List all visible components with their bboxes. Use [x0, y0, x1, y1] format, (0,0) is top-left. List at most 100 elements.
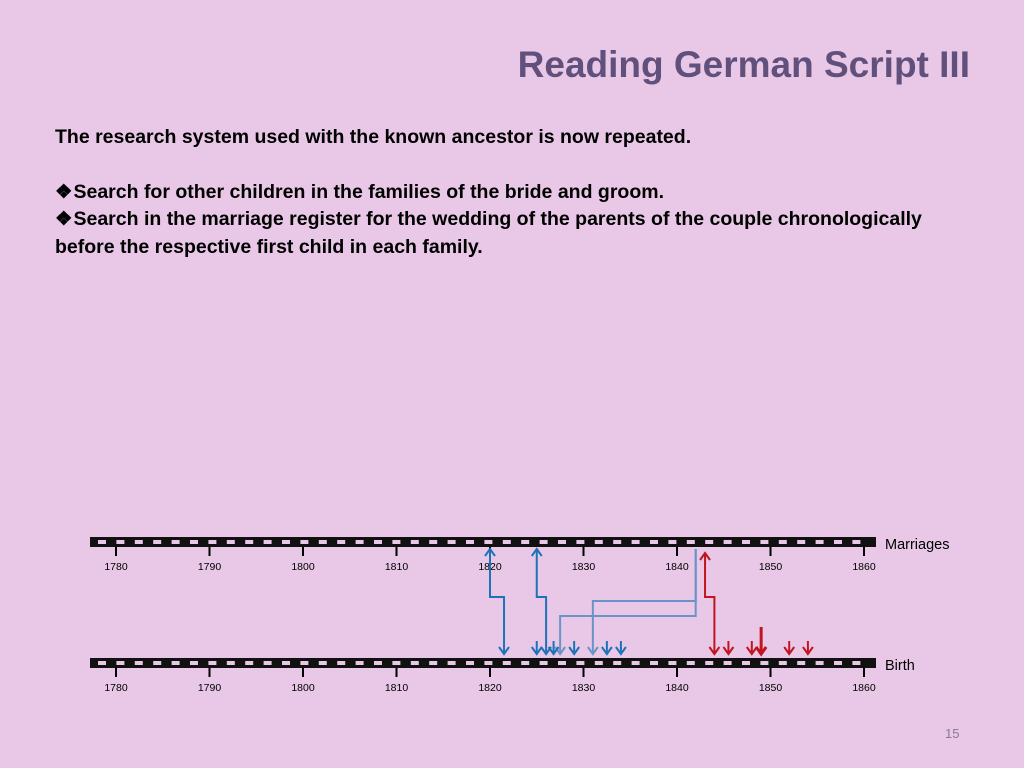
up-arrow-icon — [699, 551, 711, 561]
bar-hole — [852, 661, 861, 665]
down-arrow-icon — [587, 646, 599, 656]
bar-hole — [374, 661, 382, 665]
blue-birth-arrow-head — [615, 646, 627, 656]
bar-hole — [631, 540, 640, 544]
bar-hole — [466, 540, 474, 544]
red-connector-line — [704, 553, 716, 653]
bullet-item-1: ❖Search for other children in the famili… — [55, 179, 955, 207]
bar-hole — [392, 540, 401, 544]
bar-hole — [723, 540, 732, 544]
bar-hole — [429, 661, 438, 665]
year-label: 1800 — [291, 561, 315, 573]
year-label: 1860 — [852, 682, 876, 694]
bar-hole — [797, 661, 806, 665]
bar-hole — [318, 540, 327, 544]
bar-hole — [429, 540, 438, 544]
bar-hole — [410, 661, 419, 665]
year-label: 1820 — [478, 682, 502, 694]
bar-hole — [760, 661, 769, 665]
bar-hole — [778, 540, 787, 544]
bar-hole — [484, 540, 493, 544]
bar-hole — [410, 540, 419, 544]
bar-hole — [558, 540, 566, 544]
bar-hole — [778, 661, 787, 665]
bar-hole — [263, 661, 272, 665]
bar-hole — [208, 661, 217, 665]
bar-hole — [98, 540, 106, 544]
bar-hole — [815, 540, 824, 544]
bar-hole — [594, 661, 603, 665]
bar-hole — [815, 661, 824, 665]
bar-hole — [631, 661, 640, 665]
bar-hole — [153, 661, 162, 665]
bar-hole — [300, 661, 309, 665]
bar-hole — [742, 661, 750, 665]
bar-hole — [226, 540, 235, 544]
slide-title: Reading German Script III — [517, 44, 970, 85]
up-arrow-icon — [530, 547, 543, 557]
bar-hole — [502, 661, 511, 665]
bar-hole — [852, 540, 861, 544]
bar-hole — [650, 540, 658, 544]
bar-hole — [705, 540, 714, 544]
bar-hole — [226, 661, 235, 665]
year-label: 1830 — [572, 682, 596, 694]
year-label: 1810 — [385, 682, 409, 694]
bar-hole — [116, 540, 125, 544]
down-arrow-icon — [498, 646, 510, 656]
bar-hole — [263, 540, 272, 544]
bar-hole — [337, 661, 346, 665]
year-label: 1830 — [572, 561, 596, 573]
year-label: 1840 — [665, 682, 689, 694]
bar-hole — [466, 661, 474, 665]
diamond-bullet-icon: ❖ — [55, 208, 73, 230]
bar-hole — [355, 661, 364, 665]
bar-hole — [668, 661, 677, 665]
year-label: 1810 — [385, 561, 409, 573]
bar-hole — [245, 661, 254, 665]
bar-hole — [723, 661, 732, 665]
year-label: 1780 — [104, 682, 128, 694]
bar-hole — [576, 540, 585, 544]
diamond-bullet-icon: ❖ — [55, 180, 73, 203]
lane-label-marriages: Marriages — [885, 537, 950, 553]
bar-hole — [576, 661, 585, 665]
blue-birth-arrow-head — [547, 646, 560, 656]
bar-hole — [245, 540, 254, 544]
bar-hole — [447, 661, 456, 665]
bar-hole — [742, 540, 750, 544]
bar-hole — [98, 661, 106, 665]
connector-arrows — [484, 547, 814, 657]
timeline-bar-birth — [90, 658, 876, 668]
bar-hole — [521, 661, 530, 665]
red-birth-arrow-head — [745, 646, 758, 656]
year-label: 1780 — [104, 561, 128, 573]
red-birth-arrow-head — [722, 646, 735, 656]
red-birth-arrow-head — [802, 646, 814, 656]
blue-birth-arrow-head — [568, 646, 580, 656]
bar-hole — [153, 540, 162, 544]
bar-hole — [834, 661, 842, 665]
bar-hole — [134, 540, 143, 544]
blue-birth-arrow-head — [530, 646, 543, 656]
bar-hole — [374, 540, 382, 544]
timeline-bars — [90, 537, 876, 668]
bar-hole — [686, 661, 695, 665]
bar-hole — [686, 540, 695, 544]
bar-hole — [539, 540, 548, 544]
red-thick-arrow-head — [754, 646, 768, 657]
bar-hole — [650, 661, 658, 665]
bar-hole — [171, 661, 180, 665]
year-label: 1860 — [852, 561, 876, 573]
bar-hole — [797, 540, 806, 544]
red-birth-arrow-head — [783, 646, 796, 656]
year-label: 1840 — [665, 561, 689, 573]
slide-body: The research system used with the known … — [55, 124, 955, 261]
bar-hole — [116, 661, 125, 665]
timeline-bar-marriages — [90, 537, 876, 547]
blue-connector-line — [535, 549, 548, 653]
bar-hole — [300, 540, 309, 544]
bar-hole — [502, 540, 511, 544]
bar-hole — [355, 540, 364, 544]
